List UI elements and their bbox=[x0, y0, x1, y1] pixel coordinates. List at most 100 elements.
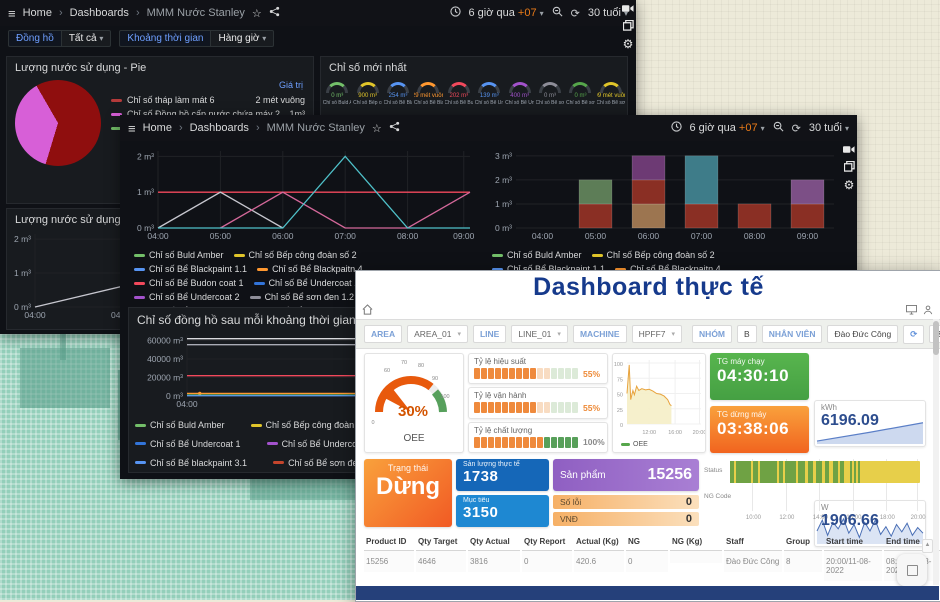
gear-icon[interactable]: ⚙ bbox=[843, 178, 855, 192]
gear-icon[interactable]: ⚙ bbox=[622, 37, 634, 51]
pie-legend-row[interactable]: Chỉ số Đồng hồ cấp nước chứa máy 2 1m³ bbox=[111, 107, 305, 121]
legend-item[interactable]: Chỉ số Bể Undercoat 2 bbox=[134, 292, 240, 302]
pie-legend-row[interactable]: Chỉ số tháp làm mát 6 2 mét vuông bbox=[111, 93, 305, 107]
star-icon[interactable]: ☆ bbox=[251, 7, 262, 20]
table-header-cell[interactable]: Actual (Kg) bbox=[574, 533, 624, 551]
monitor-icon[interactable] bbox=[906, 302, 917, 320]
panel-title[interactable]: Chỉ số mới nhất bbox=[329, 62, 407, 74]
star-icon[interactable]: ☆ bbox=[371, 122, 382, 135]
svg-text:60: 60 bbox=[384, 368, 390, 374]
legend-item[interactable]: Chỉ số Buld Amber bbox=[134, 250, 224, 260]
home-icon[interactable] bbox=[362, 302, 373, 320]
table-header-cell[interactable]: Qty Actual bbox=[468, 533, 520, 551]
legend-item[interactable]: Chỉ số Bể sơn đen 3.2 bbox=[273, 455, 378, 470]
time-range-picker[interactable]: 6 giờ qua +07 ▾ bbox=[689, 122, 765, 134]
table-header-cell[interactable]: End time bbox=[884, 533, 940, 551]
oee-trend-card: 100 75 50 25 0 12:00 16:00 20:00 OEE bbox=[612, 353, 706, 453]
table-header-cell[interactable]: Start time bbox=[824, 533, 882, 551]
oee-trend-chart[interactable]: 100 75 50 25 0 12:00 16:00 20:00 bbox=[613, 354, 706, 436]
menu-icon[interactable]: ≡ bbox=[8, 5, 16, 21]
legend-item[interactable]: Chỉ số Bể Undercoat 2 bbox=[266, 437, 372, 452]
share-icon[interactable] bbox=[269, 6, 280, 20]
legend-item[interactable]: Chỉ số Bếp công đoàn số 2 bbox=[591, 250, 715, 260]
trend-legend-label[interactable]: OEE bbox=[633, 441, 648, 448]
breadcrumb-current[interactable]: MMM Nước Stanley bbox=[266, 122, 365, 134]
breadcrumb-dashboards[interactable]: Dashboards bbox=[189, 122, 249, 134]
breadcrumb-current[interactable]: MMM Nước Stanley bbox=[146, 7, 245, 19]
legend-item[interactable]: Chỉ số Buld Amber bbox=[492, 250, 582, 260]
menu-icon[interactable]: ≡ bbox=[128, 120, 136, 136]
refresh-interval-picker[interactable]: 30 tuổi ▾ bbox=[587, 7, 628, 19]
table-header-cell[interactable]: Group bbox=[784, 533, 822, 551]
group-input[interactable]: B bbox=[737, 325, 757, 343]
stacked-bar-chart[interactable]: 3 m³ 2 m³ 1 m³ 0 m³ 04:00 05:00 06:00 07:00 08:0… bbox=[486, 145, 842, 241]
breadcrumb-home[interactable]: Home bbox=[142, 122, 172, 134]
zoom-out-icon[interactable] bbox=[773, 121, 784, 135]
rate-segment bbox=[523, 436, 529, 448]
table-header-cell[interactable]: NG bbox=[626, 533, 668, 551]
share-icon[interactable] bbox=[389, 121, 400, 135]
legend-item[interactable]: Chỉ số Bể Blackpaitn 4 bbox=[615, 264, 721, 274]
panel-title[interactable]: Chỉ số đồng hồ sau mỗi khoảng thời gian bbox=[137, 313, 356, 327]
table-header-cell[interactable]: Product ID bbox=[364, 533, 414, 551]
pie-chart[interactable] bbox=[15, 80, 101, 166]
rate-value: 55% bbox=[583, 368, 601, 379]
user-icon[interactable] bbox=[923, 302, 933, 320]
panel-title[interactable]: Lượng nước sử dụng - Pie bbox=[15, 62, 147, 74]
legend-item[interactable]: Chỉ số Buld Amber bbox=[135, 418, 225, 433]
legend-name[interactable]: Chỉ số tháp làm mát 6 bbox=[127, 95, 215, 105]
legend-item[interactable]: Chỉ số Bể blackpaint 3.1 bbox=[135, 455, 247, 470]
time-range-picker[interactable]: 6 giờ qua +07 ▾ bbox=[468, 7, 544, 19]
machine-select[interactable]: HPFF7 ▾ bbox=[631, 325, 683, 343]
panel-title[interactable]: Lượng nước sử dụng bbox=[15, 214, 121, 226]
refresh-icon[interactable]: ⟳ bbox=[791, 122, 801, 135]
variable-value-dropdown[interactable]: Tất cả ▾ bbox=[61, 30, 112, 47]
area-select[interactable]: AREA_01 ▾ bbox=[407, 325, 468, 343]
camera-icon[interactable] bbox=[622, 4, 634, 13]
table-header-cell[interactable]: Qty Report bbox=[522, 533, 572, 551]
breadcrumb-home[interactable]: Home bbox=[22, 7, 52, 19]
window-scrollbar[interactable] bbox=[933, 319, 939, 585]
copy-icon[interactable] bbox=[843, 161, 855, 172]
legend-item[interactable]: Chỉ số Bếp công đoàn số 2 bbox=[233, 250, 357, 260]
legend-item[interactable]: Chỉ số Bể Budon coat 1 bbox=[134, 278, 244, 288]
refresh-interval-picker[interactable]: 30 tuổi ▾ bbox=[808, 122, 849, 134]
refresh-icon[interactable]: ⟳ bbox=[570, 7, 580, 20]
legend-item[interactable]: Chỉ số Bếp công đoàn số 2 bbox=[250, 418, 374, 433]
scrollbar-thumb[interactable] bbox=[933, 321, 939, 355]
legend-item[interactable]: Chỉ số Bể Blackpaint 1.1 bbox=[134, 264, 247, 274]
refresh-button[interactable]: ⟳ bbox=[903, 324, 925, 344]
legend-item[interactable]: Chỉ số Bể sơn đen 1.2 bbox=[249, 292, 354, 302]
legend-item[interactable]: Chỉ số Bể Undercoat 1 bbox=[135, 437, 241, 452]
table-header-cell[interactable]: NG (Kg) bbox=[670, 533, 722, 551]
copy-icon[interactable] bbox=[622, 20, 634, 31]
floating-widget[interactable] bbox=[897, 554, 927, 586]
table-scroll-up-button[interactable]: ▲ bbox=[922, 539, 933, 553]
rate-card: Tỷ lệ hiệu suất 55% bbox=[468, 353, 608, 385]
table-header-cell[interactable]: Staff bbox=[724, 533, 782, 551]
breadcrumb-dashboards[interactable]: Dashboards bbox=[69, 7, 129, 19]
timeline-bar[interactable] bbox=[730, 461, 920, 483]
legend-item[interactable]: Chỉ số Bể Blackpaint 1.1 bbox=[492, 264, 605, 274]
zoom-out-icon[interactable] bbox=[552, 6, 563, 20]
line-select[interactable]: LINE_01 ▾ bbox=[511, 325, 568, 343]
camera-icon[interactable] bbox=[843, 145, 855, 154]
legend-item[interactable]: Chỉ số Bể Undercoat 1 bbox=[253, 278, 359, 288]
legend-name[interactable]: Chỉ số Đồng hồ cấp nước chứa máy 2 bbox=[127, 109, 281, 119]
staff-input[interactable]: Đào Đức Công bbox=[827, 325, 899, 343]
legend-value-header[interactable]: Giá trị bbox=[278, 80, 303, 90]
table-header-cell[interactable]: Qty Target bbox=[416, 533, 466, 551]
variable-value-dropdown[interactable]: Hàng giờ ▾ bbox=[211, 30, 275, 47]
legend-item[interactable]: Chỉ số Bể Blackpaitn 4 bbox=[257, 264, 363, 274]
